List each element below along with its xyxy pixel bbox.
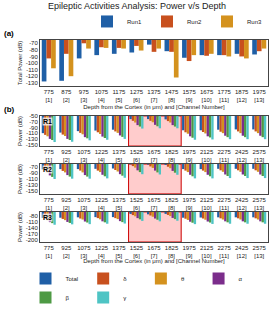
svg-text:2275[11]: 2275[11]: [217, 149, 231, 163]
svg-text:775[1]: 775[1]: [44, 197, 55, 211]
svg-text:-200: -200: [26, 237, 39, 243]
svg-text:2425[12]: 2425[12]: [235, 197, 249, 211]
svg-text:Power (dB): Power (dB): [17, 164, 23, 194]
svg-text:1975[9]: 1975[9]: [182, 245, 196, 259]
svg-text:-80: -80: [29, 213, 38, 219]
svg-text:1675[7]: 1675[7]: [147, 245, 161, 259]
svg-text:1075[3]: 1075[3]: [77, 149, 91, 163]
svg-text:1525[6]: 1525[6]: [130, 197, 144, 211]
svg-text:1375[5]: 1375[5]: [112, 149, 126, 163]
svg-text:1475[8]: 1475[8]: [165, 89, 179, 103]
svg-text:-110: -110: [26, 176, 38, 182]
svg-text:1375[5]: 1375[5]: [112, 197, 126, 211]
svg-text:Run1: Run1: [127, 19, 142, 25]
svg-text:1175[5]: 1175[5]: [112, 89, 126, 103]
svg-text:1975[13]: 1975[13]: [253, 89, 267, 103]
svg-text:R1: R1: [43, 118, 52, 125]
svg-text:1375[5]: 1375[5]: [112, 245, 126, 259]
svg-text:1575[9]: 1575[9]: [182, 89, 196, 103]
svg-text:Total Power (dB): Total Power (dB): [17, 41, 23, 85]
svg-text:Depth from the Cortex (in μm): Depth from the Cortex (in μm) and [Chann…: [83, 104, 225, 110]
svg-text:1525[6]: 1525[6]: [130, 245, 144, 259]
svg-text:δ: δ: [123, 276, 127, 282]
svg-text:2125[10]: 2125[10]: [200, 197, 214, 211]
svg-text:1225[4]: 1225[4]: [95, 245, 109, 259]
svg-text:R3: R3: [43, 214, 52, 221]
svg-text:-70: -70: [29, 164, 38, 170]
svg-text:-170: -170: [26, 231, 39, 237]
svg-text:1775[11]: 1775[11]: [217, 89, 231, 103]
svg-text:2275[11]: 2275[11]: [217, 245, 231, 259]
svg-text:1875[12]: 1875[12]: [235, 89, 249, 103]
svg-text:-90: -90: [29, 125, 38, 131]
svg-text:2125[10]: 2125[10]: [200, 245, 214, 259]
svg-text:2275[11]: 2275[11]: [217, 197, 231, 211]
svg-text:Run2: Run2: [187, 19, 202, 25]
svg-text:Total: Total: [66, 276, 79, 282]
svg-text:1675[7]: 1675[7]: [147, 197, 161, 211]
svg-text:1225[4]: 1225[4]: [95, 197, 109, 211]
svg-text:1975[9]: 1975[9]: [182, 149, 196, 163]
svg-text:-90: -90: [29, 170, 38, 176]
svg-text:-130: -130: [26, 182, 39, 188]
svg-text:1975[9]: 1975[9]: [182, 197, 196, 211]
svg-text:-90: -90: [29, 54, 38, 60]
svg-text:775[1]: 775[1]: [44, 149, 55, 163]
svg-text:1225[4]: 1225[4]: [95, 149, 109, 163]
svg-text:γ: γ: [123, 295, 126, 301]
svg-text:Run3: Run3: [247, 19, 262, 25]
svg-text:975[3]: 975[3]: [79, 89, 90, 103]
svg-text:-120: -120: [26, 73, 39, 79]
svg-text:925[2]: 925[2]: [61, 149, 72, 163]
svg-text:θ: θ: [181, 276, 185, 282]
svg-text:-150: -150: [26, 188, 39, 194]
svg-text:1825[8]: 1825[8]: [165, 197, 179, 211]
svg-text:-110: -110: [26, 67, 38, 73]
svg-text:1675[10]: 1675[10]: [200, 89, 214, 103]
svg-text:-70: -70: [29, 119, 38, 125]
svg-text:775[1]: 775[1]: [44, 89, 55, 103]
svg-text:-70: -70: [29, 40, 38, 46]
svg-text:R2: R2: [43, 166, 52, 173]
svg-text:-110: -110: [26, 219, 38, 225]
svg-text:Power (dB): Power (dB): [17, 212, 23, 242]
svg-text:775[1]: 775[1]: [44, 245, 55, 259]
svg-text:2425[12]: 2425[12]: [235, 245, 249, 259]
svg-text:α: α: [239, 276, 243, 282]
svg-text:-150: -150: [26, 142, 39, 148]
svg-text:(a): (a): [4, 29, 14, 38]
svg-text:1825[8]: 1825[8]: [165, 149, 179, 163]
svg-text:-130: -130: [26, 136, 39, 142]
svg-text:1075[4]: 1075[4]: [95, 89, 109, 103]
svg-text:Epileptic Activities Analysis:: Epileptic Activities Analysis: Power v/s…: [48, 1, 226, 11]
svg-text:1075[3]: 1075[3]: [77, 245, 91, 259]
svg-text:2125[10]: 2125[10]: [200, 149, 214, 163]
svg-text:-100: -100: [26, 60, 39, 66]
svg-text:925[2]: 925[2]: [61, 245, 72, 259]
svg-text:(b): (b): [4, 105, 15, 114]
svg-text:875[2]: 875[2]: [61, 89, 72, 103]
svg-text:-130: -130: [26, 80, 39, 86]
svg-text:β: β: [66, 295, 70, 301]
svg-text:925[2]: 925[2]: [61, 197, 72, 211]
svg-text:1825[8]: 1825[8]: [165, 245, 179, 259]
svg-text:-80: -80: [29, 47, 38, 53]
svg-text:1075[3]: 1075[3]: [77, 197, 91, 211]
svg-text:Power (dB): Power (dB): [17, 116, 23, 146]
svg-text:2425[12]: 2425[12]: [235, 149, 249, 163]
svg-text:1525[6]: 1525[6]: [130, 149, 144, 163]
svg-text:-50: -50: [29, 113, 38, 119]
svg-text:2575[13]: 2575[13]: [253, 245, 267, 259]
svg-text:1675[7]: 1675[7]: [147, 149, 161, 163]
svg-text:-140: -140: [26, 225, 39, 231]
svg-text:1375[7]: 1375[7]: [147, 89, 161, 103]
svg-text:1275[6]: 1275[6]: [130, 89, 144, 103]
svg-text:Depth from the Cortex (in μm): Depth from the Cortex (in μm) and [Chann…: [83, 258, 225, 264]
svg-text:-110: -110: [26, 130, 38, 136]
svg-text:2575[13]: 2575[13]: [253, 149, 267, 163]
svg-text:2575[13]: 2575[13]: [253, 197, 267, 211]
